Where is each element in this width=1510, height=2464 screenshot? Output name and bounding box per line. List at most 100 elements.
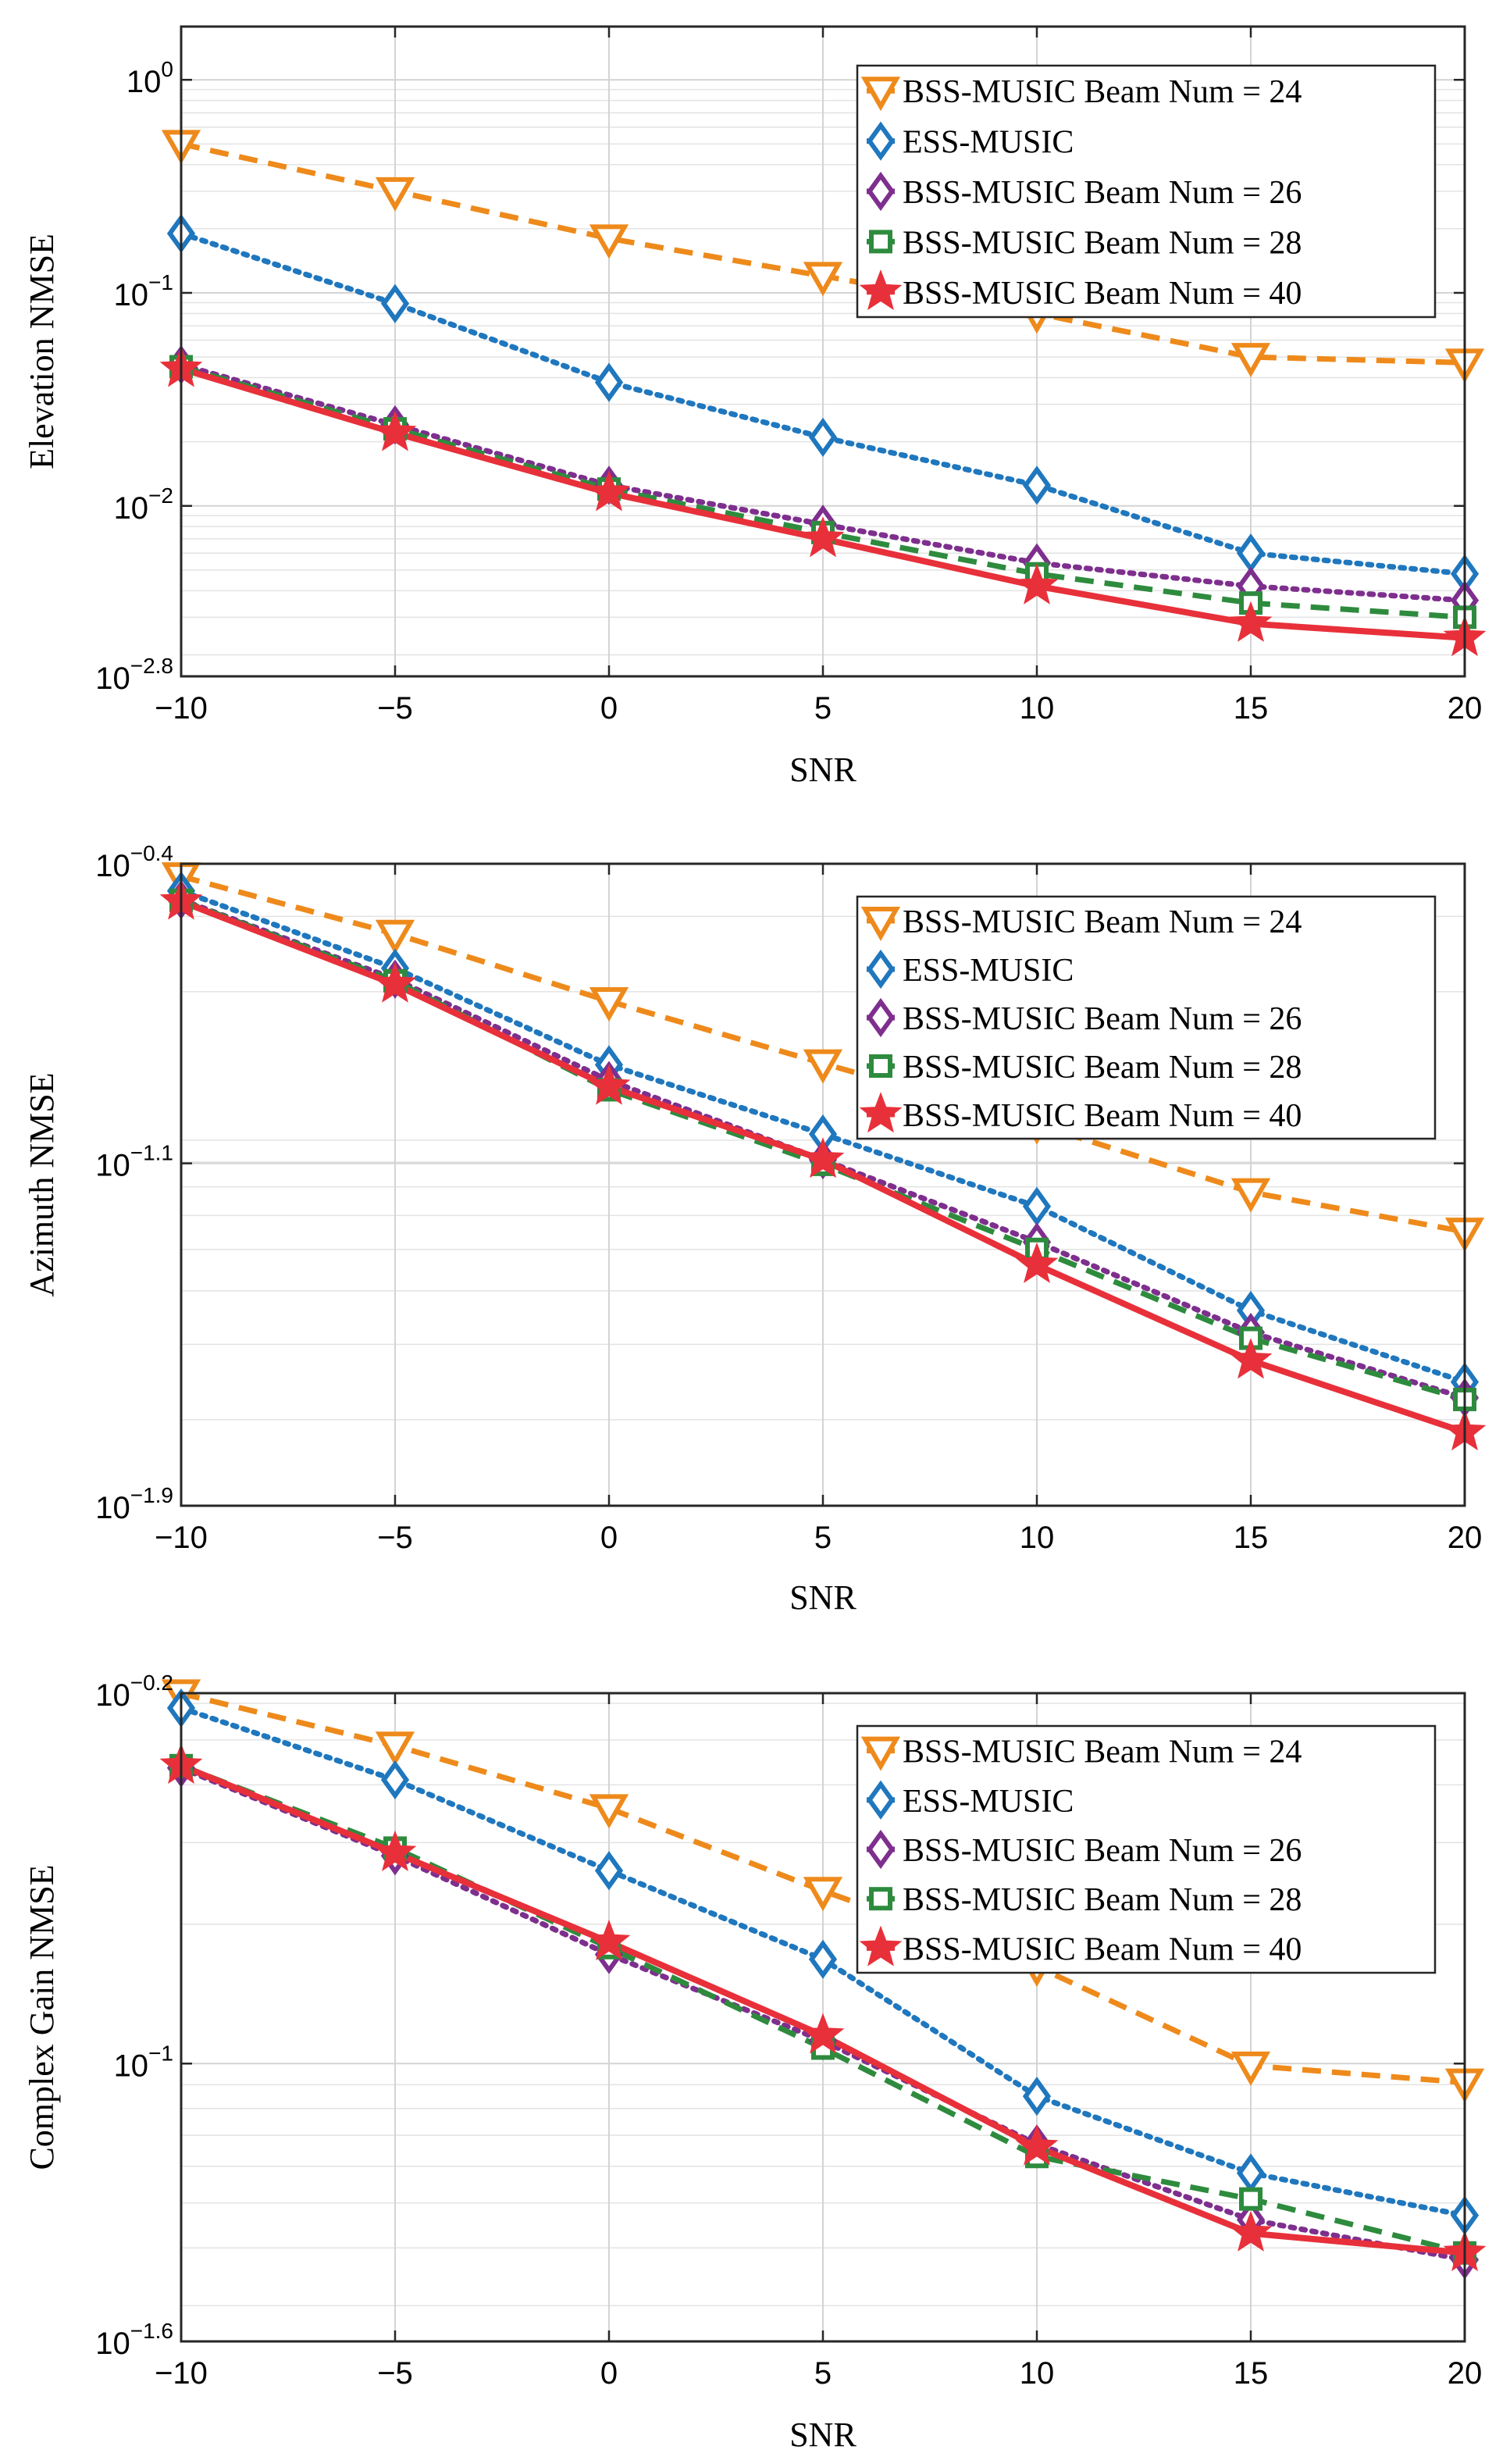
data-point [1229,2210,1273,2252]
legend-marker [860,77,901,112]
data-point [587,470,631,512]
data-point [803,262,843,297]
legend: BSS-MUSIC Beam Num = 24 ESS-MUSIC BSS-MUSI… [856,64,1437,319]
legend-label: BSS-MUSIC Beam Num = 24 [903,74,1302,110]
data-point [1230,1178,1271,1213]
data-point [373,1830,417,1871]
legend-label: ESS-MUSIC [903,953,1074,989]
legend-marker [859,1092,903,1133]
y-tick-label: 10−0.4 [95,841,173,883]
data-point [1015,563,1059,604]
x-tick-label: 20 [1448,2356,1483,2391]
x-tick-label: 0 [600,2356,618,2391]
series-markers-2 [166,1688,1480,2235]
legend-label: ESS-MUSIC [903,125,1074,161]
data-point [803,1049,843,1084]
y-tick-label: 10−2.8 [95,654,173,696]
legend-entry-3: BSS-MUSIC Beam Num = 26 [866,171,1302,212]
tick-marks [180,1692,1466,2343]
data-point [587,1064,631,1105]
y-tick-label: 10−1 [114,270,173,312]
data-point [587,1919,631,1960]
x-tick-label: 20 [1448,1521,1483,1555]
y-tick-label: 10−0.2 [95,1671,173,1713]
data-point [373,961,417,1003]
legend-entry-2: ESS-MUSIC [866,1780,1074,1820]
data-point [1230,2051,1271,2086]
data-point [1022,2076,1052,2116]
y-tick-label: 10−1 [114,2041,173,2083]
data-point [380,1760,410,1800]
legend-label: ESS-MUSIC [903,1784,1074,1820]
x-tick-label: −10 [155,1521,208,1555]
tick-marks [180,862,1466,1507]
x-tick-label: 20 [1448,691,1483,726]
data-point [1229,601,1273,642]
y-axis-title: Elevation NMSE [23,234,61,469]
data-point [1022,465,1052,505]
y-axis-title: Complex Gain NMSE [23,1864,61,2170]
y-tick-label: 10−1.9 [95,1483,173,1525]
legend-entry-4: BSS-MUSIC Beam Num = 28 [867,1882,1302,1918]
legend-label: BSS-MUSIC Beam Num = 40 [903,1098,1302,1134]
x-tick-label: 15 [1234,1521,1269,1555]
x-axis-title: SNR [789,2416,856,2454]
legend-label: BSS-MUSIC Beam Num = 24 [903,904,1302,940]
tick-marks [180,27,1466,678]
data-point [375,177,415,212]
y-tick-label: 100 [126,57,173,99]
legend-marker [860,1736,901,1771]
legend-entry-1: BSS-MUSIC Beam Num = 24 [860,904,1302,942]
legend-entry-4: BSS-MUSIC Beam Num = 28 [867,225,1302,261]
x-tick-label: 15 [1234,691,1269,726]
chart-panel-1: −10 −5 0 5 10 15 20 100 10−1 10−2 10−2.8 SNR Elevati… [23,25,1487,789]
legend-label: BSS-MUSIC Beam Num = 26 [903,1001,1302,1037]
legend-entry-5: BSS-MUSIC Beam Num = 40 [859,1092,1302,1134]
y-tick-label: 10−1.6 [95,2319,173,2361]
y-axis-title: Azimuth NMSE [23,1072,61,1296]
legend-label: BSS-MUSIC Beam Num = 40 [903,1931,1302,1967]
data-point [594,1851,624,1891]
chart-panel-2: −10 −5 0 5 10 15 20 10−0.4 10−1.1 10−1.9 SNR Azimut… [23,841,1487,1617]
legend-entry-5: BSS-MUSIC Beam Num = 40 [859,1925,1302,1967]
x-axis-title: SNR [789,1578,856,1617]
data-point [801,516,845,558]
x-tick-label: 10 [1020,2356,1055,2391]
legend-entry-3: BSS-MUSIC Beam Num = 26 [866,997,1302,1038]
legend-marker [869,1054,892,1078]
data-point [808,417,838,458]
legend-label: BSS-MUSIC Beam Num = 28 [903,225,1302,261]
legend-marker [860,907,901,942]
x-tick-label: 0 [600,691,618,726]
legend-marker [859,269,903,311]
x-axis-title: SNR [789,751,856,789]
legend-box [856,895,1437,1140]
x-tick-label: 10 [1020,691,1055,726]
legend-marker [869,1887,892,1911]
data-point [589,987,629,1022]
legend-label: BSS-MUSIC Beam Num = 24 [903,1735,1302,1770]
data-point [589,224,629,259]
x-tick-label: −5 [377,691,413,726]
x-tick-label: 0 [600,1521,618,1555]
y-tick-label: 10−1.1 [95,1141,173,1183]
data-point [594,362,624,402]
data-point [375,919,415,954]
legend-entry-5: BSS-MUSIC Beam Num = 40 [859,269,1302,312]
data-point [1239,2187,1262,2211]
legend: BSS-MUSIC Beam Num = 24 ESS-MUSIC BSS-MUSI… [856,1724,1437,1974]
data-point [589,1794,629,1829]
legend-marker [869,230,892,254]
legend-entry-3: BSS-MUSIC Beam Num = 26 [866,1829,1302,1870]
x-tick-label: −5 [377,1521,413,1555]
data-point [1015,2124,1059,2166]
x-tick-label: −10 [155,2356,208,2391]
data-point [808,1939,838,1979]
legend-entry-1: BSS-MUSIC Beam Num = 24 [860,74,1302,112]
data-point [803,1877,843,1912]
legend-entry-4: BSS-MUSIC Beam Num = 28 [867,1050,1302,1086]
legend: BSS-MUSIC Beam Num = 24 ESS-MUSIC BSS-MUSI… [856,895,1437,1140]
data-point [380,283,410,323]
x-tick-label: 5 [814,2356,832,2391]
x-tick-label: −5 [377,2356,413,2391]
